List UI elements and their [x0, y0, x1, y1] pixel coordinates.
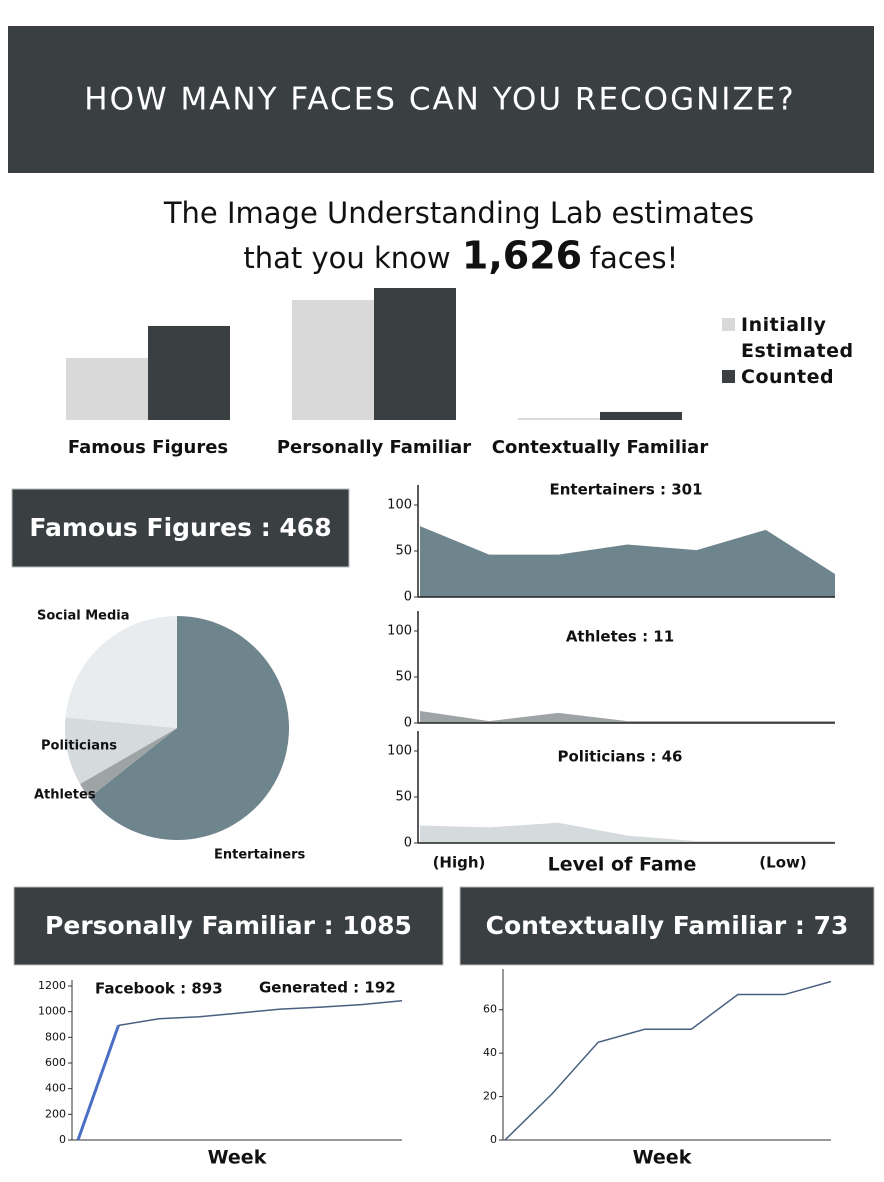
headline-post: faces! [590, 241, 679, 275]
line [118, 1000, 403, 1027]
y-tick-label: 100 [387, 624, 412, 639]
slice-label: Social Media [37, 609, 130, 624]
annotation: Generated : 192 [259, 979, 396, 997]
y-tick-label: 100 [387, 498, 412, 513]
bar [518, 418, 600, 420]
annotation: (Low) [759, 854, 806, 872]
page-title: HOW MANY FACES CAN YOU RECOGNIZE? [84, 82, 795, 118]
y-tick-label: 1000 [38, 1005, 66, 1018]
y-tick-label: 50 [395, 544, 412, 559]
pie-slice [80, 728, 177, 798]
chart-title: Politicians : 46 [558, 748, 683, 766]
y-tick-label: 60 [483, 1003, 497, 1016]
y-tick-label: 20 [483, 1090, 497, 1103]
x-tick-label: Famous Figures [68, 437, 228, 458]
legend-swatch [722, 318, 735, 331]
slice-label: Entertainers [214, 848, 306, 863]
y-tick-label: 50 [395, 790, 412, 805]
legend-label: Counted [741, 366, 835, 388]
y-tick-label: 0 [59, 1133, 66, 1146]
y-tick-label: 200 [45, 1107, 66, 1120]
panel-header [11, 488, 350, 568]
panel-header [459, 886, 875, 966]
headline-line: The Image Understanding Lab estimates [163, 196, 754, 230]
headline-count: 1,626 [462, 234, 582, 278]
x-axis-label: Week [633, 1147, 692, 1169]
legend: Initially Estimated Counted [722, 312, 872, 390]
header-band [8, 26, 874, 173]
x-axis-label: Level of Fame [548, 854, 697, 876]
y-tick-label: 400 [45, 1082, 66, 1095]
area [420, 526, 835, 597]
legend-swatch [722, 370, 735, 383]
y-tick-label: 0 [404, 716, 412, 731]
annotation: Facebook : 893 [95, 980, 223, 998]
line [76, 1024, 120, 1141]
y-tick-label: 100 [387, 744, 412, 759]
x-axis-label: Week [208, 1147, 267, 1169]
headline-pre: that you know [243, 241, 450, 275]
area [420, 711, 835, 723]
y-tick-label: 800 [45, 1030, 66, 1043]
x-tick-label: Contextually Familiar [492, 437, 709, 458]
y-tick-label: 0 [404, 836, 412, 851]
line [504, 980, 832, 1141]
annotation: (High) [433, 854, 486, 872]
legend-entry: Initially Estimated [722, 312, 872, 364]
slice-label: Politicians [41, 739, 117, 754]
y-tick-label: 0 [404, 590, 412, 605]
y-tick-label: 40 [483, 1046, 497, 1059]
chart-title: Athletes : 11 [566, 628, 674, 646]
legend-entry: Counted [722, 364, 872, 390]
bar [374, 288, 456, 420]
panel-header [13, 886, 444, 966]
pie-slice [65, 717, 177, 784]
x-tick-label: Personally Familiar [277, 437, 471, 458]
panel-title: Famous Figures : 468 [29, 513, 331, 542]
pie-slice [89, 616, 290, 841]
legend-label: Initially Estimated [741, 314, 854, 362]
panel-title: Personally Familiar : 1085 [45, 911, 412, 940]
chart-title: Entertainers : 301 [549, 481, 702, 499]
bar [600, 411, 682, 420]
y-tick-label: 1200 [38, 979, 66, 992]
area [420, 822, 835, 843]
y-tick-label: 50 [395, 670, 412, 685]
slice-label: Athletes [34, 788, 96, 803]
bar [148, 325, 230, 420]
bar [66, 357, 148, 420]
pie-slice [65, 616, 177, 728]
y-tick-label: 600 [45, 1056, 66, 1069]
y-tick-label: 0 [490, 1133, 497, 1146]
bar [292, 300, 374, 420]
panel-title: Contextually Familiar : 73 [486, 911, 849, 940]
